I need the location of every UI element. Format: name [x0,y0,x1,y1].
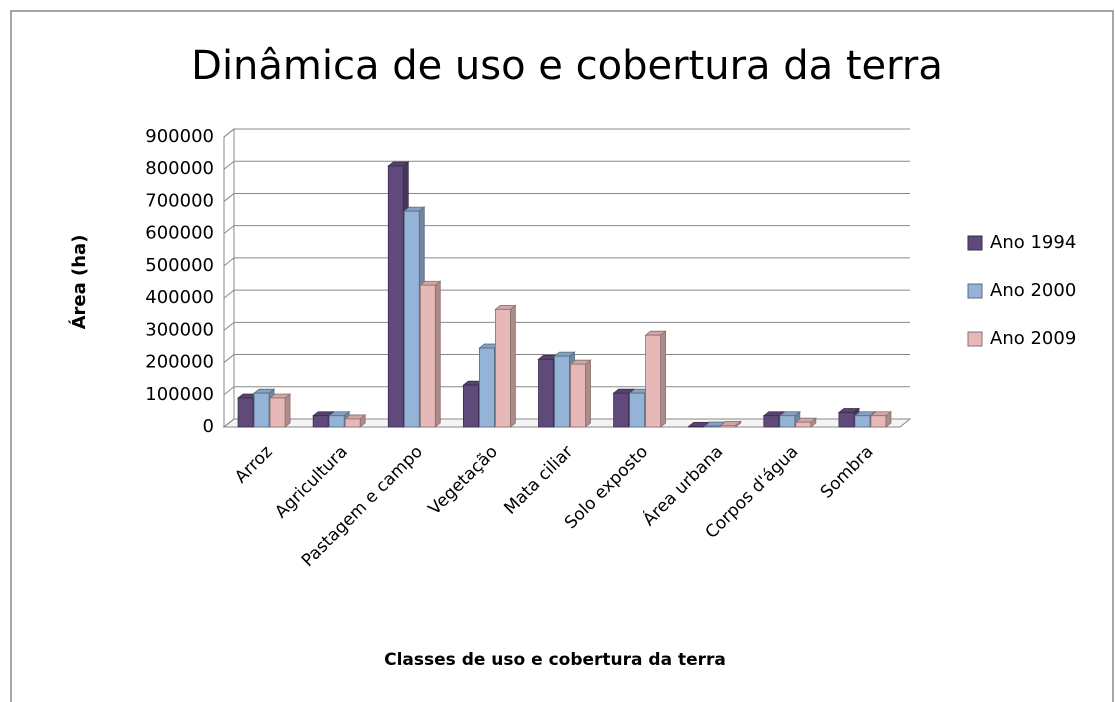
x-axis-label: Classes de uso e cobertura da terra [384,650,726,670]
x-tick-label: Vegetação [425,442,502,519]
bar [570,363,586,428]
bar [538,358,554,428]
grid-line-side [223,354,235,363]
bar [838,412,855,428]
y-tick-label: 800000 [145,158,214,179]
bar [494,308,511,428]
bar [312,415,329,428]
legend-label: Ano 1994 [990,232,1076,253]
y-tick-label: 0 [203,416,214,437]
bar [720,424,737,428]
grid-line-side [223,193,235,202]
grid-line-side [223,418,235,428]
y-axis-label: Área (ha) [68,235,90,330]
bar [387,165,404,428]
bar [403,210,420,428]
bar [269,397,286,428]
x-tick-label: Mata ciliar [500,442,577,519]
y-tick-label: 900000 [145,126,214,147]
grid-line-side [223,128,235,138]
bar [854,415,871,428]
bar [870,415,887,428]
y-tick-label: 300000 [145,319,214,340]
bar [253,392,270,428]
bar [779,415,796,428]
legend-swatch [967,235,983,251]
grid-line-side [223,225,235,235]
y-tick-label: 600000 [145,223,214,244]
x-tick-label: Sombra [817,442,878,503]
grid-line-side [223,289,235,299]
bar [344,418,361,428]
grid-line-side [223,257,235,267]
grid-line-side [223,321,235,331]
y-tick-label: 500000 [145,255,214,276]
y-tick-label: 200000 [145,352,214,373]
bar [554,355,570,428]
bar-side [284,393,291,428]
bar [629,392,646,428]
chart-border [10,10,1114,702]
bar [462,384,479,428]
back-wall [223,127,235,429]
bar [419,284,436,428]
x-tick-label: Agricultura [271,442,351,522]
y-tick-label: 400000 [145,287,214,308]
legend-swatch [967,331,983,347]
bar [763,415,780,428]
chart-title: Dinâmica de uso e cobertura da terra [191,43,943,89]
y-tick-label: 100000 [145,384,214,405]
bar [795,421,812,428]
bar-side [660,330,667,428]
grid-line-side [223,160,235,170]
bar-side [585,359,591,428]
x-tick-label: Arroz [231,442,276,487]
bar-side [434,280,441,428]
legend-label: Ano 2009 [990,328,1076,349]
grid-line-side [223,386,235,396]
legend-label: Ano 2000 [990,280,1076,301]
bar [328,415,345,428]
y-tick-label: 700000 [145,190,214,211]
legend-swatch [967,283,983,299]
bar [688,425,705,428]
bar-side [509,304,516,428]
bar [645,334,662,428]
bar [613,392,630,428]
bar [237,397,254,428]
bar [478,347,495,428]
bar [704,425,721,428]
